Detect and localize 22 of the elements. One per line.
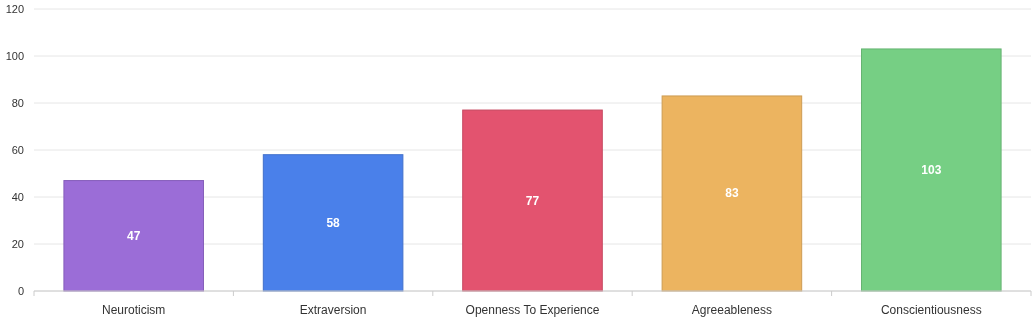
bar	[462, 109, 603, 292]
y-tick-label: 40	[11, 191, 24, 203]
data-label: 83	[725, 186, 739, 201]
y-tick-label: 120	[5, 3, 24, 15]
data-label: 58	[326, 215, 341, 230]
bar	[861, 48, 1002, 292]
data-label: 77	[525, 193, 540, 208]
x-tick-label: Conscientiousness	[880, 303, 982, 317]
data-label: 47	[127, 228, 141, 243]
bar	[661, 95, 803, 292]
y-tick-label: 80	[11, 97, 24, 109]
y-tick-label: 100	[5, 50, 24, 62]
y-tick-label: 20	[11, 238, 24, 250]
data-label: 103	[921, 162, 942, 177]
bar	[262, 154, 404, 292]
x-tick-label: Agreeableness	[691, 303, 772, 317]
bar	[63, 180, 204, 292]
y-tick-label: 0	[17, 285, 24, 297]
x-tick-label: Openness To Experience	[465, 303, 600, 317]
x-tick-label: Extraversion	[299, 303, 367, 317]
y-tick-label: 60	[11, 144, 24, 156]
x-tick-label: Neuroticism	[102, 303, 166, 317]
